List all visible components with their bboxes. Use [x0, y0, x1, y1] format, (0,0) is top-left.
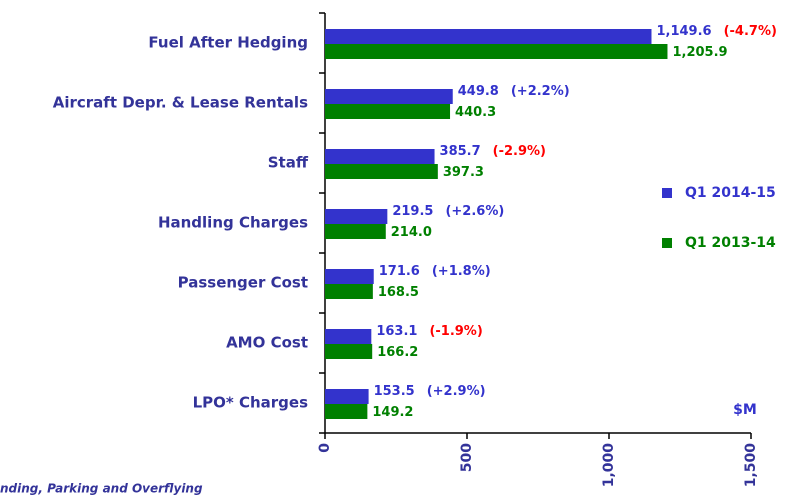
value-label: 214.0 [391, 225, 432, 240]
change-annotation: (+2.9%) [427, 384, 486, 399]
category-label: Handling Charges [158, 214, 308, 232]
x-tick-label: 0 [317, 443, 333, 453]
value-label: 1,149.6 [656, 24, 711, 39]
change-annotation: (-1.9%) [429, 324, 482, 339]
bar [325, 104, 451, 119]
value-label: 449.8 [458, 84, 499, 99]
change-annotation: (+2.6%) [445, 204, 504, 219]
category-label: Aircraft Depr. & Lease Rentals [53, 94, 308, 112]
value-label: 166.2 [377, 345, 418, 360]
unit-label: $M [733, 402, 757, 418]
category-label: Fuel After Hedging [148, 34, 308, 52]
bar [325, 44, 668, 59]
x-tick-label: 1,000 [601, 443, 617, 488]
value-label: 219.5 [392, 204, 433, 219]
legend-swatch [662, 188, 672, 198]
value-label: 397.3 [443, 165, 484, 180]
bar [325, 149, 435, 164]
value-label: 168.5 [378, 285, 419, 300]
value-label: 385.7 [440, 144, 481, 159]
bar [325, 164, 438, 179]
bar [325, 89, 453, 104]
change-annotation: (+1.8%) [432, 264, 491, 279]
bar [325, 344, 373, 359]
bar [325, 329, 372, 344]
x-tick-label: 500 [459, 443, 475, 472]
value-label: 440.3 [455, 105, 496, 120]
legend-label: Q1 2013-14 [685, 235, 776, 251]
legend-label: Q1 2014-15 [685, 185, 776, 201]
bar [325, 404, 368, 419]
change-annotation: (-2.9%) [493, 144, 546, 159]
legend-swatch [662, 238, 672, 248]
value-label: 171.6 [379, 264, 420, 279]
bar [325, 269, 374, 284]
footnote: nding, Parking and Overflying [0, 482, 203, 496]
bar [325, 224, 386, 239]
bar [325, 209, 388, 224]
value-label: 1,205.9 [672, 45, 727, 60]
value-label: 149.2 [372, 405, 413, 420]
change-annotation: (+2.2%) [511, 84, 570, 99]
value-label: 153.5 [374, 384, 415, 399]
category-label: Passenger Cost [178, 274, 308, 292]
bar [325, 29, 652, 44]
bar [325, 284, 373, 299]
x-tick-label: 1,500 [743, 443, 759, 488]
category-label: AMO Cost [226, 334, 308, 352]
bar [325, 389, 369, 404]
category-label: Staff [268, 154, 309, 172]
value-label: 163.1 [376, 324, 417, 339]
change-annotation: (-4.7%) [724, 24, 777, 39]
category-label: LPO* Charges [193, 394, 308, 412]
